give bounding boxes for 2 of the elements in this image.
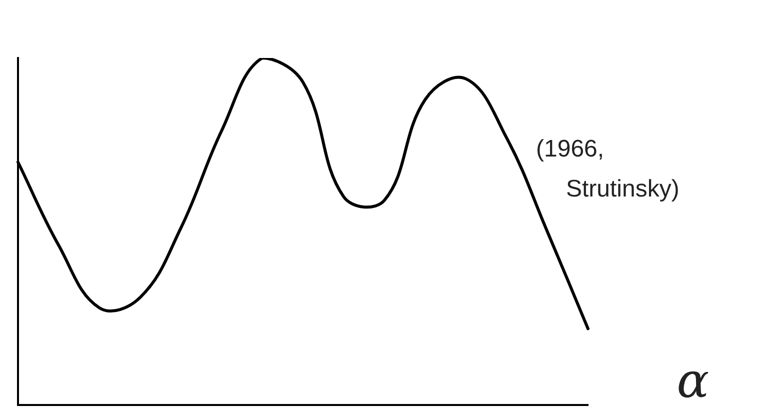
- x-axis-title: α: [676, 353, 710, 409]
- annotation: (1966, Strutinsky): [536, 136, 680, 203]
